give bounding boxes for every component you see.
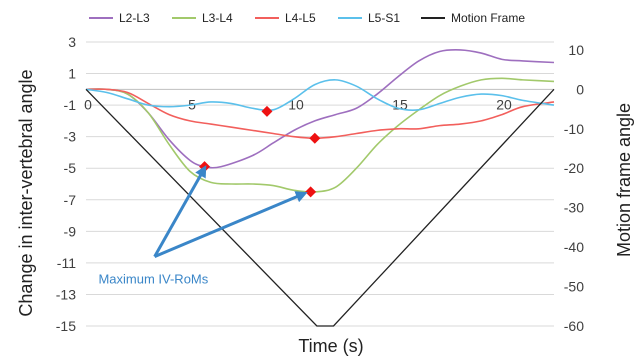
y2-tick-label: -40: [564, 239, 584, 255]
legend: L2-L3 L3-L4 L4-L5 L5-S1 Motion Frame: [89, 11, 525, 25]
legend-label: L5-S1: [368, 11, 400, 25]
y-axis-title: Change in inter-vertebral angle: [16, 69, 36, 316]
legend-item-l2-l3: L2-L3: [89, 11, 150, 25]
y-tick-label: 3: [68, 34, 76, 50]
y-tick-label: 1: [68, 66, 76, 82]
series-line-l3-l4: [85, 77, 555, 193]
x-tick-label: 20: [496, 96, 512, 112]
x-tick-label: 0: [84, 96, 92, 112]
y-tick-label: -9: [64, 223, 77, 239]
y-tick-label: -1: [64, 97, 77, 113]
x-tick-label: 10: [288, 96, 304, 112]
y-axis-ticks: 3 1 -1 -3 -5 -7 -9 -11 -13 -15: [56, 34, 76, 334]
series-line-l2-l3: [85, 48, 555, 169]
y-tick-label: -11: [57, 255, 76, 271]
y2-tick-label: -50: [564, 279, 584, 295]
series-line-motion-frame: [85, 88, 555, 327]
y2-tick-label: -60: [564, 318, 584, 334]
annotation-layer: Maximum IV-RoMs: [98, 165, 308, 287]
legend-label: L2-L3: [119, 11, 150, 25]
y2-tick-label: -10: [564, 121, 584, 137]
legend-item-l4-l5: L4-L5: [255, 11, 316, 25]
max-iv-rom-marker: [261, 105, 273, 117]
series-line-l4-l5: [85, 88, 555, 140]
y-tick-label: -13: [56, 286, 76, 302]
y2-tick-label: 0: [576, 81, 584, 97]
y2-tick-label: -20: [564, 160, 584, 176]
y2-axis-title: Motion frame angle: [614, 103, 634, 257]
max-iv-rom-marker: [305, 186, 317, 198]
legend-label: L4-L5: [285, 11, 316, 25]
x-axis-title: Time (s): [298, 336, 363, 356]
series-line-l5-s1: [85, 79, 555, 112]
annotation-label: Maximum IV-RoMs: [98, 272, 208, 287]
y2-tick-label: -30: [564, 200, 584, 216]
y-tick-label: -15: [56, 318, 76, 334]
legend-item-motion-frame: Motion Frame: [421, 11, 525, 25]
legend-item-l5-s1: L5-S1: [338, 11, 400, 25]
y-tick-label: -5: [64, 160, 77, 176]
max-iv-rom-marker: [309, 132, 321, 144]
legend-label: L3-L4: [202, 11, 233, 25]
y2-axis-ticks: 10 0 -10 -20 -30 -40 -50 -60: [564, 42, 584, 334]
annotation-arrow: [153, 165, 207, 258]
y2-tick-label: 10: [568, 42, 584, 58]
y-tick-label: -3: [64, 129, 77, 145]
annotation-arrow: [154, 191, 308, 258]
y-tick-label: -7: [64, 192, 77, 208]
legend-label: Motion Frame: [451, 11, 525, 25]
legend-item-l3-l4: L3-L4: [172, 11, 233, 25]
